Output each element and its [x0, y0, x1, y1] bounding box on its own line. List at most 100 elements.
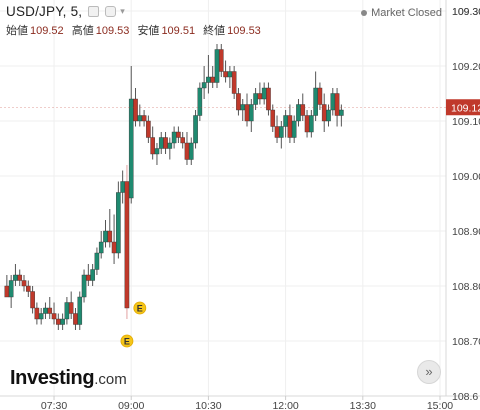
- candle-body: [236, 93, 241, 111]
- event-markers: EE: [120, 301, 147, 348]
- candle-body: [30, 291, 35, 309]
- event-marker-icon: [120, 334, 134, 348]
- candle-body: [116, 192, 121, 254]
- candle-body: [137, 115, 143, 122]
- event-marker-label: E: [137, 304, 143, 314]
- candle-body: [38, 313, 44, 320]
- candle-body: [261, 87, 267, 100]
- low-value: 109.51: [161, 25, 196, 37]
- candle-body: [231, 71, 237, 94]
- high-label: 高値: [71, 25, 94, 37]
- investing-logo: Investing.com: [10, 367, 127, 390]
- visibility-icon[interactable]: [88, 6, 100, 17]
- open-value: 109.52: [30, 25, 64, 37]
- candle-body: [4, 285, 10, 298]
- current-price-label: 109.12: [451, 102, 480, 114]
- candle-body: [326, 109, 331, 122]
- candle-body: [68, 302, 74, 314]
- candle-body: [257, 93, 263, 100]
- candle-body: [163, 137, 168, 149]
- candle-body: [287, 115, 293, 138]
- candle-body: [133, 98, 138, 122]
- y-tick-label: 109.00: [452, 171, 480, 183]
- candle-body: [43, 307, 48, 314]
- y-tick-label: 109.20: [452, 61, 480, 73]
- candle-body: [120, 181, 125, 193]
- status-dot-icon: [361, 10, 368, 16]
- camera-icon[interactable]: [105, 6, 117, 17]
- candle-body: [167, 142, 173, 149]
- double-chevron-right-icon: »: [425, 364, 433, 379]
- candle-body: [334, 93, 340, 116]
- candle-body: [279, 126, 284, 138]
- candle-body: [13, 274, 18, 281]
- candle-body: [291, 120, 297, 138]
- candle-body: [206, 76, 211, 83]
- candle-body: [180, 137, 185, 144]
- event-marker-icon: [133, 301, 147, 315]
- candle-body: [154, 148, 160, 155]
- scroll-forward-button[interactable]: »: [417, 360, 441, 384]
- candle-body: [81, 274, 87, 298]
- ohlc-readout: 始値 109.52 高値 109.53 安値 109.51 終値 109.53: [6, 22, 266, 38]
- candle-body: [227, 71, 233, 78]
- price-axis: 109.30 109.20 109.10 109.00 108.90 108.80 108.…: [452, 6, 480, 403]
- x-tick-label: 15:00: [427, 400, 453, 410]
- close-label: 終値: [203, 25, 226, 37]
- candle-body: [86, 274, 91, 281]
- candle-body: [266, 87, 271, 111]
- candle-body: [90, 269, 95, 281]
- x-tick-label: 13:30: [350, 400, 376, 410]
- candle-body: [158, 137, 164, 149]
- candle-body: [21, 280, 27, 287]
- candle-body: [111, 241, 117, 254]
- open-label: 始値: [6, 25, 28, 37]
- market-status: Market Closed: [361, 7, 442, 19]
- current-price-tag: 109.12: [0, 99, 480, 116]
- candle-body: [51, 313, 57, 320]
- candle-body: [253, 93, 258, 105]
- candle-body: [56, 318, 61, 325]
- candle-body: [77, 296, 83, 325]
- x-tick-label: 09:00: [118, 400, 144, 410]
- candle-body: [73, 313, 78, 325]
- candle-body: [197, 87, 203, 116]
- candle-body: [8, 280, 14, 298]
- y-tick-label: 108.6: [452, 391, 478, 403]
- y-tick-label: 108.70: [452, 336, 480, 348]
- candle-body: [94, 252, 100, 270]
- candles: [4, 44, 344, 330]
- candle-body: [128, 98, 134, 199]
- candle-body: [124, 181, 130, 309]
- candle-body: [150, 137, 155, 155]
- current-price-badge: [446, 99, 480, 116]
- x-tick-label: 10:30: [195, 400, 221, 410]
- logo-main: Investing: [10, 367, 95, 389]
- high-value: 109.53: [95, 25, 130, 37]
- candle-body: [146, 120, 151, 138]
- candle-body: [26, 285, 31, 292]
- candle-body: [176, 131, 181, 138]
- close-value: 109.53: [227, 25, 261, 37]
- candle-body: [214, 49, 220, 83]
- candle-body: [107, 230, 113, 243]
- candle-body: [201, 82, 207, 89]
- candle-body: [171, 131, 177, 144]
- candle-body: [218, 49, 224, 72]
- symbol-label[interactable]: USD/JPY, 5,: [6, 4, 83, 19]
- candle-body: [274, 126, 280, 138]
- candle-body: [283, 115, 288, 127]
- y-tick-label: 109.30: [452, 6, 480, 18]
- candle-body: [34, 307, 40, 320]
- time-axis: 07:30 09:00 10:30 12:00 13:30 15:00: [41, 396, 453, 410]
- y-tick-label: 109.10: [452, 116, 480, 128]
- chevron-down-icon[interactable]: ▾: [120, 6, 125, 16]
- y-tick-label: 108.80: [452, 281, 480, 293]
- chart-header: USD/JPY, 5, ▾: [6, 4, 125, 19]
- candle-body: [309, 115, 314, 133]
- candle-body: [210, 76, 216, 83]
- x-tick-label: 12:00: [272, 400, 298, 410]
- chart-grid: [0, 0, 446, 396]
